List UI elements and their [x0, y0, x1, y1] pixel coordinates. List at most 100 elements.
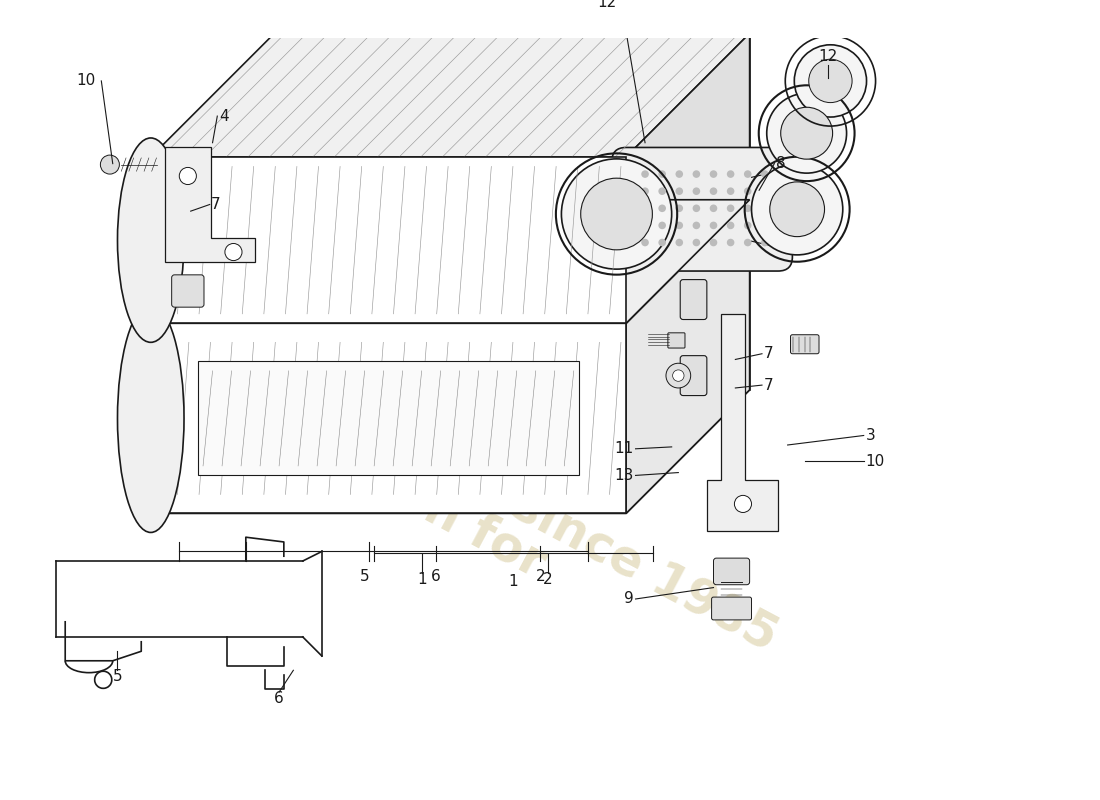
- Polygon shape: [151, 34, 749, 157]
- Circle shape: [727, 187, 735, 195]
- Polygon shape: [198, 362, 579, 475]
- Circle shape: [641, 170, 649, 178]
- Circle shape: [693, 205, 701, 212]
- Text: 7: 7: [210, 197, 220, 212]
- Circle shape: [675, 170, 683, 178]
- Circle shape: [761, 170, 769, 178]
- Polygon shape: [151, 390, 749, 514]
- Circle shape: [744, 170, 751, 178]
- Circle shape: [693, 238, 701, 246]
- Circle shape: [666, 363, 691, 388]
- FancyBboxPatch shape: [668, 333, 685, 348]
- Circle shape: [710, 222, 717, 230]
- Polygon shape: [165, 147, 255, 262]
- Circle shape: [693, 170, 701, 178]
- Circle shape: [224, 243, 242, 261]
- FancyBboxPatch shape: [791, 334, 820, 354]
- Circle shape: [641, 187, 649, 195]
- Circle shape: [659, 238, 666, 246]
- Text: 1: 1: [508, 574, 518, 590]
- Circle shape: [561, 159, 672, 269]
- Circle shape: [710, 205, 717, 212]
- Text: 7: 7: [763, 346, 773, 362]
- Polygon shape: [151, 200, 274, 514]
- Circle shape: [735, 495, 751, 513]
- Circle shape: [751, 164, 843, 255]
- Text: EUROF: EUROF: [152, 294, 512, 543]
- Circle shape: [100, 155, 120, 174]
- Circle shape: [179, 167, 197, 185]
- Circle shape: [761, 238, 769, 246]
- Circle shape: [744, 222, 751, 230]
- Polygon shape: [151, 200, 749, 323]
- Text: 2: 2: [536, 569, 546, 583]
- Text: 7: 7: [763, 378, 773, 393]
- Polygon shape: [274, 200, 749, 390]
- Circle shape: [672, 370, 684, 382]
- Text: 13: 13: [614, 468, 634, 483]
- Text: 11: 11: [615, 442, 634, 456]
- Circle shape: [710, 238, 717, 246]
- Polygon shape: [626, 34, 749, 323]
- Circle shape: [808, 59, 852, 102]
- Text: 5: 5: [112, 670, 122, 685]
- Polygon shape: [274, 34, 749, 200]
- Text: 1: 1: [417, 573, 427, 587]
- FancyBboxPatch shape: [712, 597, 751, 620]
- Text: 4: 4: [219, 109, 229, 123]
- Circle shape: [641, 222, 649, 230]
- Circle shape: [710, 187, 717, 195]
- Text: 9: 9: [624, 591, 634, 606]
- FancyBboxPatch shape: [680, 279, 707, 319]
- Circle shape: [767, 94, 847, 173]
- Circle shape: [675, 205, 683, 212]
- Circle shape: [761, 205, 769, 212]
- Circle shape: [727, 222, 735, 230]
- Ellipse shape: [118, 138, 184, 342]
- FancyBboxPatch shape: [612, 147, 792, 271]
- Text: 6: 6: [431, 569, 441, 583]
- FancyBboxPatch shape: [172, 275, 204, 307]
- Circle shape: [675, 187, 683, 195]
- Text: 3: 3: [866, 428, 876, 443]
- Text: 10: 10: [77, 74, 96, 89]
- Circle shape: [641, 205, 649, 212]
- Text: 12: 12: [818, 49, 837, 64]
- Circle shape: [659, 205, 666, 212]
- Text: 6: 6: [274, 691, 284, 706]
- Ellipse shape: [118, 304, 184, 533]
- Text: passion for: passion for: [261, 402, 553, 587]
- Circle shape: [781, 107, 833, 159]
- Circle shape: [659, 170, 666, 178]
- Circle shape: [641, 238, 649, 246]
- Text: 10: 10: [866, 454, 884, 469]
- Circle shape: [659, 222, 666, 230]
- Circle shape: [693, 222, 701, 230]
- Circle shape: [581, 178, 652, 250]
- Circle shape: [770, 182, 825, 237]
- Circle shape: [727, 170, 735, 178]
- Polygon shape: [626, 200, 749, 514]
- Circle shape: [727, 205, 735, 212]
- FancyBboxPatch shape: [680, 356, 707, 395]
- Polygon shape: [151, 157, 626, 323]
- Circle shape: [693, 187, 701, 195]
- Circle shape: [761, 187, 769, 195]
- Text: since 1985: since 1985: [504, 480, 786, 661]
- Circle shape: [727, 238, 735, 246]
- Circle shape: [744, 187, 751, 195]
- Circle shape: [675, 222, 683, 230]
- Text: 5: 5: [360, 569, 370, 583]
- Circle shape: [710, 170, 717, 178]
- Polygon shape: [707, 314, 778, 530]
- Text: 8: 8: [777, 156, 785, 171]
- Circle shape: [744, 238, 751, 246]
- Circle shape: [794, 45, 867, 117]
- Circle shape: [675, 238, 683, 246]
- Circle shape: [659, 187, 666, 195]
- Text: 12: 12: [597, 0, 616, 10]
- Circle shape: [761, 222, 769, 230]
- Text: 2: 2: [543, 573, 553, 587]
- FancyBboxPatch shape: [714, 558, 749, 585]
- Circle shape: [744, 205, 751, 212]
